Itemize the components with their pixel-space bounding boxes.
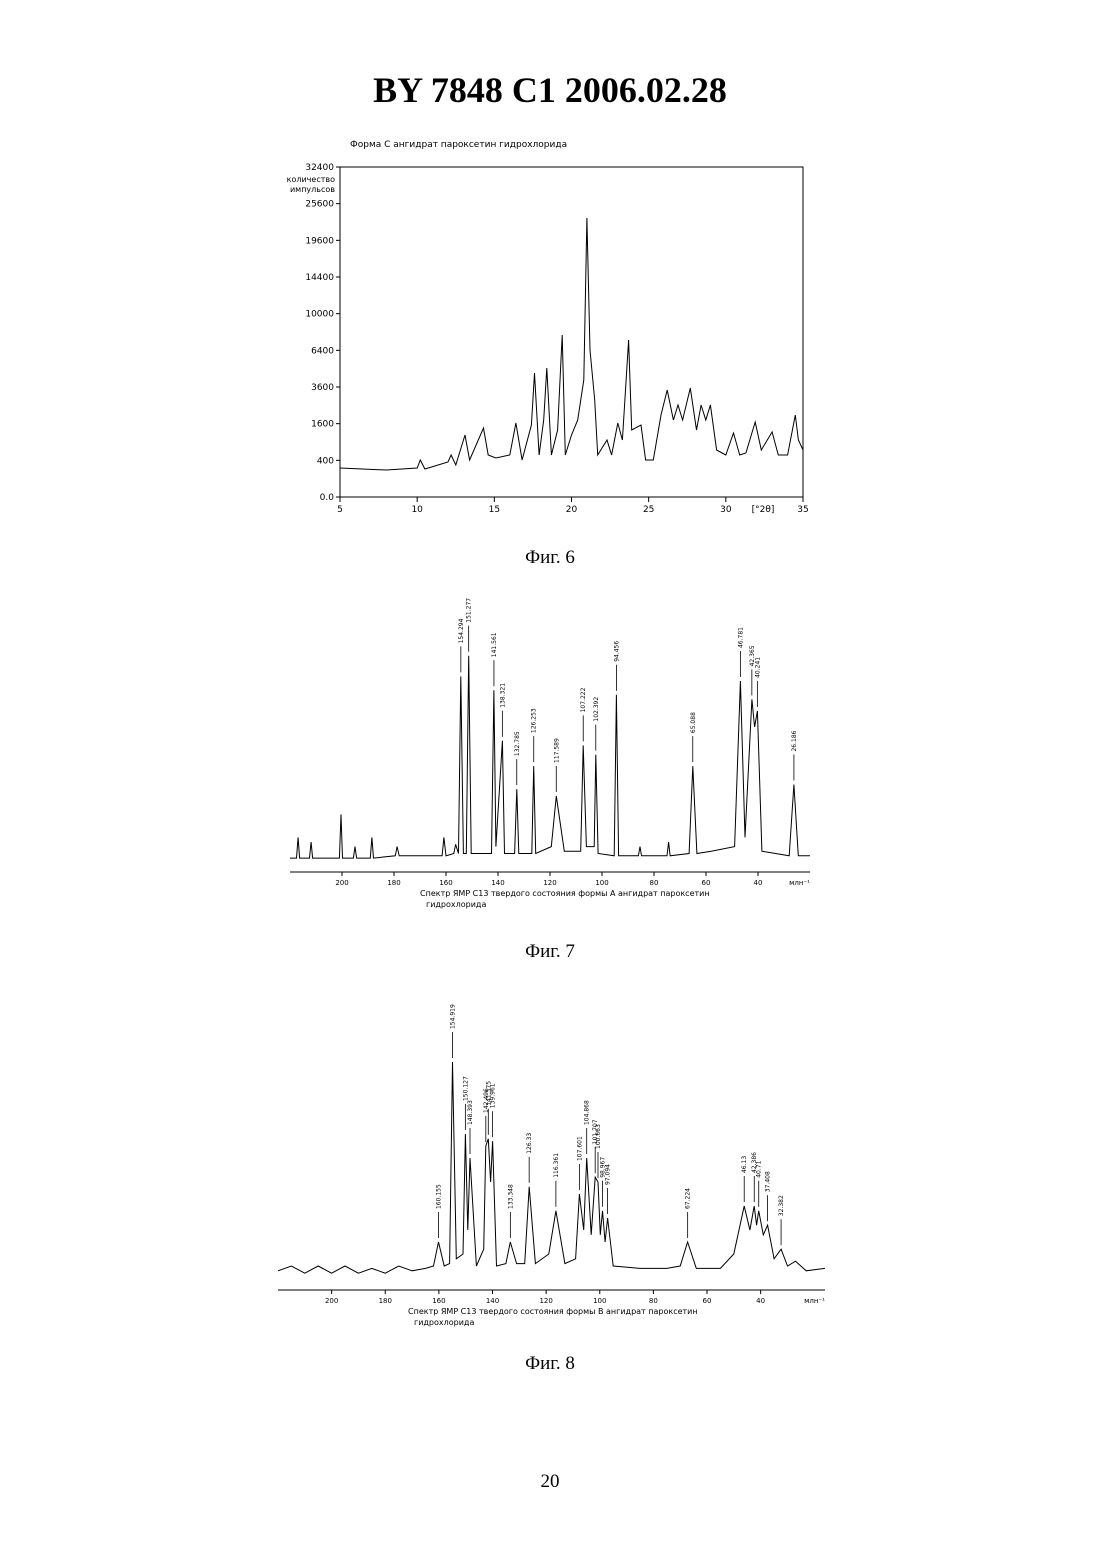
peak-label: 154.919 [450, 1004, 457, 1029]
peak-label: 141.561 [491, 632, 498, 657]
y-tick-label: 10000 [305, 310, 334, 320]
peak-label: 154.294 [458, 618, 465, 643]
x-tick-label: 140 [491, 879, 504, 887]
peak-label: 100.663 [595, 1124, 602, 1149]
header-title: BY 7848 C1 2006.02.28 [373, 70, 727, 110]
peak-label: 138.321 [499, 683, 506, 708]
figure-caption: Фиг. 8 [525, 1353, 575, 1374]
x-axis-label: Спектр ЯМР С13 твердого состояния формы … [420, 889, 710, 898]
figure-caption: Фиг. 6 [525, 547, 575, 568]
y-tick-label: 32400 [305, 163, 334, 173]
x-tick-label: 180 [387, 879, 400, 887]
y-tick-label: 3600 [311, 383, 334, 393]
x-tick-label: 25 [643, 505, 654, 515]
peak-label: 160.155 [435, 1184, 442, 1209]
x-tick-label: 200 [335, 879, 348, 887]
page-background [0, 0, 1100, 1556]
x-tick-label: 160 [439, 879, 452, 887]
peak-label: 40.71 [756, 1160, 763, 1177]
peak-label: 46.781 [737, 627, 744, 648]
figure-caption: Фиг. 7 [525, 941, 575, 962]
x-tick-label: 60 [703, 1297, 712, 1305]
page: BY 7848 C1 2006.02.28 20 Фиг. 6 Форма С а… [0, 0, 1100, 1556]
x-tick-label: 5 [337, 505, 343, 515]
peak-label: 104.868 [584, 1100, 591, 1125]
x-tick-label: 10 [411, 505, 423, 515]
x-tick-label: 120 [539, 1297, 552, 1305]
y-tick-label: 0.0 [320, 493, 335, 503]
x-tick-label: 20 [566, 505, 578, 515]
x-tick-label: 100 [593, 1297, 606, 1305]
peak-label: 37.408 [765, 1171, 772, 1192]
peak-label: 67.224 [685, 1188, 692, 1209]
peak-label: 102.392 [593, 697, 600, 722]
y-tick-label: 14400 [305, 273, 334, 283]
x-axis-label: гидрохлорида [426, 900, 486, 909]
peak-label: 26.186 [791, 730, 798, 751]
peak-label: 150.127 [462, 1076, 469, 1101]
peak-label: 132.785 [514, 731, 521, 756]
peak-label: 117.589 [553, 738, 560, 763]
peak-label: 40.241 [754, 657, 761, 678]
x-tick-label: 100 [595, 879, 608, 887]
peak-label: 94.456 [613, 641, 620, 662]
peak-label: 46.13 [741, 1156, 748, 1173]
y-axis-label: количество [287, 175, 335, 184]
x-unit-label: млн⁻¹ [789, 879, 810, 887]
x-tick-label: 200 [325, 1297, 338, 1305]
peak-label: 65.088 [690, 712, 697, 733]
x-axis-label: гидрохлорида [414, 1318, 474, 1327]
peak-label: 133.348 [507, 1184, 514, 1209]
y-tick-label: 25600 [305, 200, 334, 210]
x-tick-label: 120 [543, 879, 556, 887]
peak-label: 148.393 [467, 1100, 474, 1125]
chart-title: Форма С ангидрат пароксетин гидрохлорида [350, 140, 567, 150]
peak-label: 32.382 [778, 1195, 785, 1216]
x-unit-label: млн⁻¹ [804, 1297, 825, 1305]
x-tick-label: 160 [432, 1297, 445, 1305]
y-tick-label: 19600 [305, 236, 334, 246]
x-tick-label: 140 [486, 1297, 499, 1305]
x-tick-label: 30 [720, 505, 732, 515]
peak-label: 126.253 [531, 708, 538, 733]
x-tick-label: 60 [702, 879, 711, 887]
peak-label: 151.277 [466, 598, 473, 623]
x-tick-label: 80 [650, 879, 659, 887]
x-axis-label: [°2θ] [752, 505, 775, 515]
x-tick-label: 40 [756, 1297, 765, 1305]
y-tick-label: 6400 [311, 346, 334, 356]
y-axis-label: импульсов [290, 185, 335, 194]
peak-label: 116.361 [553, 1153, 560, 1178]
peak-label: 107.222 [580, 687, 587, 712]
y-tick-label: 1600 [311, 420, 334, 430]
x-axis-label: Спектр ЯМР С13 твердого состояния формы … [408, 1307, 698, 1316]
y-tick-label: 400 [317, 456, 334, 466]
peak-label: 139.961 [490, 1083, 497, 1108]
x-tick-label: 180 [379, 1297, 392, 1305]
peak-label: 97.094 [605, 1164, 612, 1185]
x-tick-label: 35 [797, 505, 808, 515]
x-tick-label: 15 [489, 505, 500, 515]
peak-label: 107.601 [576, 1136, 583, 1161]
page-number: 20 [541, 1471, 560, 1492]
x-tick-label: 80 [649, 1297, 658, 1305]
x-tick-label: 40 [754, 879, 763, 887]
peak-label: 126.33 [526, 1133, 533, 1154]
document-page: BY 7848 C1 2006.02.28 20 Фиг. 6 Форма С а… [0, 0, 1100, 1556]
